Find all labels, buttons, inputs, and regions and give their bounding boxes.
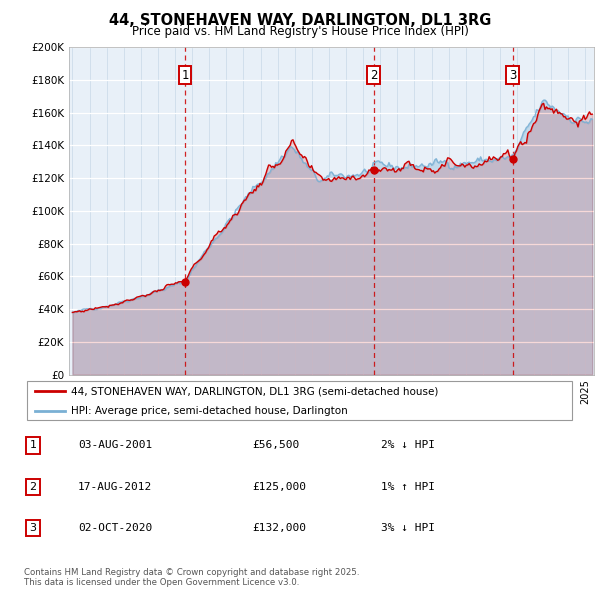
Text: Price paid vs. HM Land Registry's House Price Index (HPI): Price paid vs. HM Land Registry's House … bbox=[131, 25, 469, 38]
Text: 2: 2 bbox=[370, 68, 377, 81]
Text: 02-OCT-2020: 02-OCT-2020 bbox=[78, 523, 152, 533]
Text: 44, STONEHAVEN WAY, DARLINGTON, DL1 3RG (semi-detached house): 44, STONEHAVEN WAY, DARLINGTON, DL1 3RG … bbox=[71, 386, 438, 396]
Text: 1: 1 bbox=[29, 441, 37, 450]
Text: 17-AUG-2012: 17-AUG-2012 bbox=[78, 482, 152, 491]
Text: Contains HM Land Registry data © Crown copyright and database right 2025.
This d: Contains HM Land Registry data © Crown c… bbox=[24, 568, 359, 587]
Text: £132,000: £132,000 bbox=[252, 523, 306, 533]
Text: 3% ↓ HPI: 3% ↓ HPI bbox=[381, 523, 435, 533]
Text: 3: 3 bbox=[509, 68, 517, 81]
Text: HPI: Average price, semi-detached house, Darlington: HPI: Average price, semi-detached house,… bbox=[71, 407, 347, 416]
Text: 3: 3 bbox=[29, 523, 37, 533]
Text: £125,000: £125,000 bbox=[252, 482, 306, 491]
Text: 2: 2 bbox=[29, 482, 37, 491]
FancyBboxPatch shape bbox=[27, 381, 572, 420]
Text: 2% ↓ HPI: 2% ↓ HPI bbox=[381, 441, 435, 450]
Text: 44, STONEHAVEN WAY, DARLINGTON, DL1 3RG: 44, STONEHAVEN WAY, DARLINGTON, DL1 3RG bbox=[109, 13, 491, 28]
Text: 1: 1 bbox=[181, 68, 189, 81]
Text: 03-AUG-2001: 03-AUG-2001 bbox=[78, 441, 152, 450]
Text: £56,500: £56,500 bbox=[252, 441, 299, 450]
Text: 1% ↑ HPI: 1% ↑ HPI bbox=[381, 482, 435, 491]
